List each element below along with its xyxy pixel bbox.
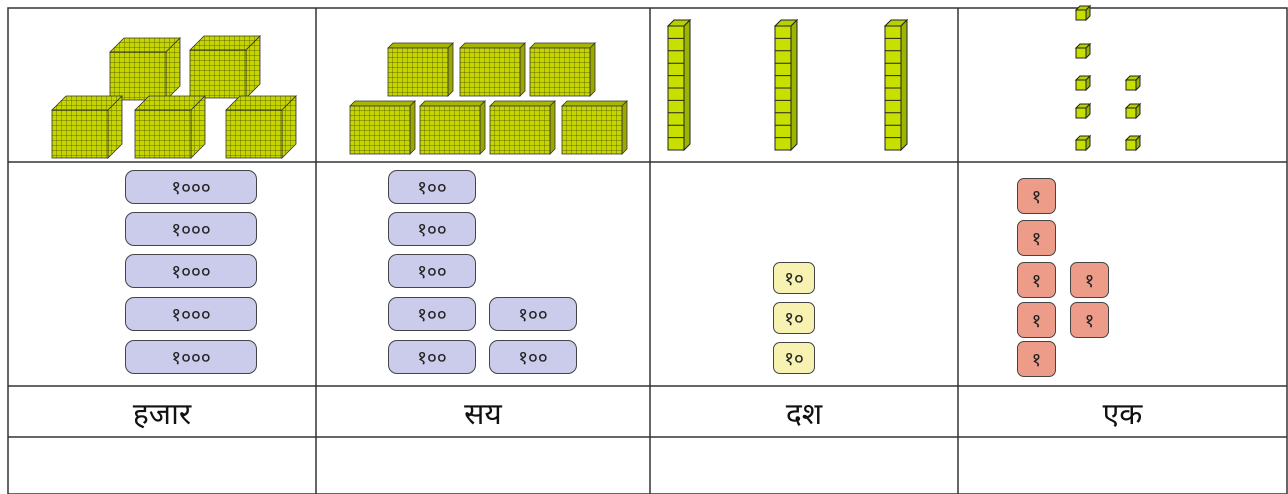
value-card: १००	[388, 254, 476, 288]
value-card: १०	[773, 302, 815, 334]
value-card: १	[1070, 262, 1109, 298]
value-card: १०००	[125, 254, 257, 288]
value-card: १०	[773, 342, 815, 374]
value-card: १००	[489, 297, 577, 331]
column-heading: हजार	[132, 396, 192, 432]
value-card: १०००	[125, 297, 257, 331]
value-card: १०००	[125, 170, 257, 204]
value-card: १०	[773, 262, 815, 294]
ten-rods	[667, 19, 908, 151]
thousand-blocks	[51, 35, 297, 159]
value-card: १	[1017, 220, 1056, 256]
value-card: १०००	[125, 340, 257, 374]
unit-cubes	[1075, 5, 1141, 151]
value-card: १००	[388, 297, 476, 331]
column-heading: सय	[464, 396, 502, 432]
value-card: १००	[388, 340, 476, 374]
value-card: १	[1017, 178, 1056, 214]
value-card: १००	[489, 340, 577, 374]
column-heading: एक	[1102, 396, 1143, 432]
value-card: १	[1070, 302, 1109, 338]
table-lines	[7, 7, 1288, 494]
value-card: १	[1017, 341, 1056, 377]
value-card: १	[1017, 262, 1056, 298]
value-card: १०००	[125, 212, 257, 246]
value-card: १	[1017, 302, 1056, 338]
hundred-flats	[349, 42, 628, 155]
column-heading: दश	[785, 396, 823, 432]
value-card: १००	[388, 212, 476, 246]
value-card: १००	[388, 170, 476, 204]
